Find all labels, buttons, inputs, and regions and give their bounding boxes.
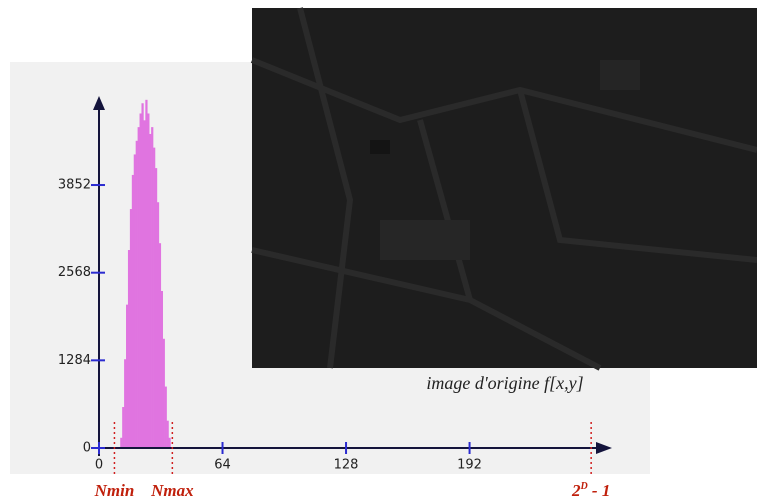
x-tick-label: 192 [457,458,482,473]
histogram-bar [153,148,155,448]
marker-label: Nmax [150,481,194,500]
marker-label: Nmin [94,481,135,500]
histogram-bar [122,407,124,448]
marker-label-part: Nmin [94,481,135,500]
histogram-bar [168,438,170,448]
histogram-bar [134,154,136,448]
histogram-bar [141,103,143,448]
histogram-bar [151,127,153,448]
marker-label-part: D [579,481,587,492]
histogram-bar [145,100,147,448]
histogram-bar [149,134,151,448]
image-caption: image d'origine f[x,y] [426,373,583,393]
histogram-bar [126,305,128,448]
page: image d'origine f[x,y] 0 1284 2568 3852 0 64 1… [0,0,757,502]
histogram-bar [161,291,163,448]
histogram-bar [130,209,132,448]
histogram-bar [140,113,142,448]
y-tick-label: 2568 [58,265,91,280]
marker-label-part: - 1 [588,481,611,500]
histogram-bar [132,175,134,448]
histogram-bar [147,113,149,448]
histogram-bar [155,168,157,448]
histogram-bar [163,339,165,448]
y-tick-label: 1284 [58,353,91,368]
histogram-bar [128,250,130,448]
marker-label-part: 2 [571,481,581,500]
x-tick-label: 0 [95,458,103,473]
original-image [252,8,757,368]
histogram-bar [124,359,126,448]
y-tick-label: 0 [83,441,91,456]
x-tick-label: 64 [214,458,231,473]
histogram-bar [167,421,169,448]
histogram-bar [159,243,161,448]
histogram-bar [143,120,145,448]
histogram-bar [136,141,138,448]
marker-label-part: Nmax [150,481,194,500]
y-tick-label: 3852 [58,178,91,193]
histogram-bar [120,438,122,448]
histogram-bar [165,387,167,448]
histogram-bar [138,127,140,448]
marker-label: 2D - 1 [571,481,610,500]
x-tick-label: 128 [334,458,359,473]
histogram-bar [157,202,159,448]
